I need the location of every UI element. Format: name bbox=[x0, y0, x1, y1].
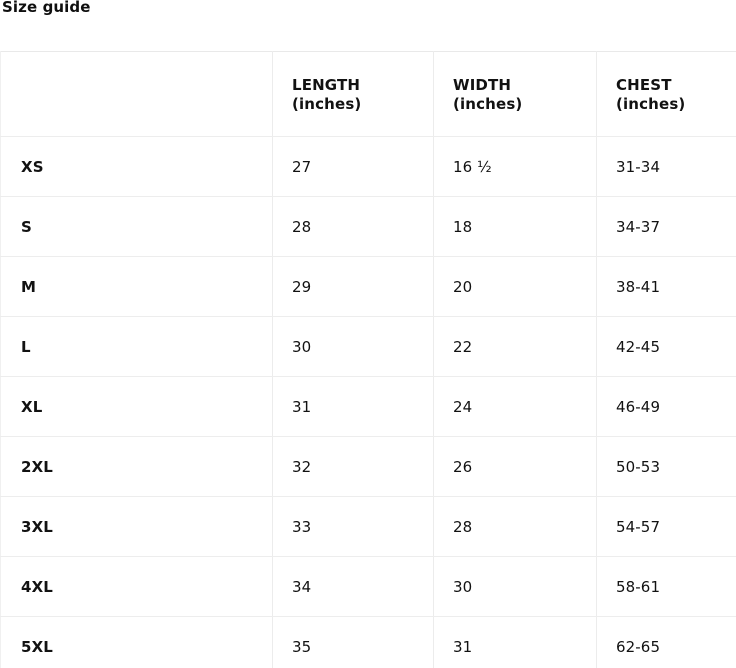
column-header-width: WIDTH (inches) bbox=[433, 51, 597, 137]
column-header-length: LENGTH (inches) bbox=[272, 51, 434, 137]
measurement-cell-width: 26 bbox=[433, 436, 597, 497]
measurement-cell-length: 33 bbox=[272, 496, 434, 557]
column-header-label-unit: (inches) bbox=[292, 94, 362, 113]
table-row: 2XL 32 26 50-53 bbox=[0, 436, 736, 497]
measurement-cell-width: 20 bbox=[433, 256, 597, 317]
measurement-cell-chest: 62-65 bbox=[596, 616, 736, 668]
size-label-cell: XL bbox=[0, 376, 273, 437]
column-header-chest: CHEST (inches) bbox=[596, 51, 736, 137]
measurement-cell-width: 16 ½ bbox=[433, 136, 597, 197]
measurement-cell-chest: 46-49 bbox=[596, 376, 736, 437]
measurement-cell-width: 18 bbox=[433, 196, 597, 257]
measurement-cell-width: 30 bbox=[433, 556, 597, 617]
measurement-cell-length: 29 bbox=[272, 256, 434, 317]
size-guide-table: LENGTH (inches) WIDTH (inches) CHEST (inches)… bbox=[0, 51, 736, 668]
table-row: 5XL 35 31 62-65 bbox=[0, 616, 736, 668]
measurement-cell-length: 34 bbox=[272, 556, 434, 617]
measurement-cell-width: 28 bbox=[433, 496, 597, 557]
size-label-cell: 4XL bbox=[0, 556, 273, 617]
measurement-cell-length: 32 bbox=[272, 436, 434, 497]
table-row: M 29 20 38-41 bbox=[0, 256, 736, 317]
measurement-cell-chest: 31-34 bbox=[596, 136, 736, 197]
column-header-size bbox=[0, 51, 273, 137]
size-label-cell: XS bbox=[0, 136, 273, 197]
measurement-cell-width: 22 bbox=[433, 316, 597, 377]
measurement-cell-length: 35 bbox=[272, 616, 434, 668]
measurement-cell-chest: 42-45 bbox=[596, 316, 736, 377]
measurement-cell-chest: 50-53 bbox=[596, 436, 736, 497]
column-header-label-unit: (inches) bbox=[616, 94, 686, 113]
size-guide-table-container: LENGTH (inches) WIDTH (inches) CHEST (inches)… bbox=[0, 51, 736, 668]
size-label-cell: M bbox=[0, 256, 273, 317]
size-label-cell: 5XL bbox=[0, 616, 273, 668]
page-title: Size guide bbox=[2, 0, 91, 16]
table-row: XL 31 24 46-49 bbox=[0, 376, 736, 437]
table-row: S 28 18 34-37 bbox=[0, 196, 736, 257]
column-header-label-primary: WIDTH bbox=[453, 75, 512, 94]
measurement-cell-length: 28 bbox=[272, 196, 434, 257]
table-row: L 30 22 42-45 bbox=[0, 316, 736, 377]
measurement-cell-chest: 58-61 bbox=[596, 556, 736, 617]
column-header-label-primary: LENGTH bbox=[292, 75, 361, 94]
table-row: 3XL 33 28 54-57 bbox=[0, 496, 736, 557]
measurement-cell-length: 27 bbox=[272, 136, 434, 197]
table-header: LENGTH (inches) WIDTH (inches) CHEST (inches) bbox=[0, 51, 736, 137]
size-label-cell: 2XL bbox=[0, 436, 273, 497]
column-header-label-unit: (inches) bbox=[453, 94, 523, 113]
measurement-cell-chest: 38-41 bbox=[596, 256, 736, 317]
measurement-cell-width: 24 bbox=[433, 376, 597, 437]
column-header-label-primary: CHEST bbox=[616, 75, 672, 94]
size-label-cell: L bbox=[0, 316, 273, 377]
table-body: XS 27 16 ½ 31-34 S 28 18 34-37 M 29 20 38-41 L 30 22 42… bbox=[0, 136, 736, 668]
measurement-cell-width: 31 bbox=[433, 616, 597, 668]
table-header-row: LENGTH (inches) WIDTH (inches) CHEST (inches) bbox=[0, 51, 736, 137]
size-label-cell: 3XL bbox=[0, 496, 273, 557]
table-row: 4XL 34 30 58-61 bbox=[0, 556, 736, 617]
measurement-cell-chest: 34-37 bbox=[596, 196, 736, 257]
measurement-cell-chest: 54-57 bbox=[596, 496, 736, 557]
measurement-cell-length: 31 bbox=[272, 376, 434, 437]
size-label-cell: S bbox=[0, 196, 273, 257]
measurement-cell-length: 30 bbox=[272, 316, 434, 377]
table-row: XS 27 16 ½ 31-34 bbox=[0, 136, 736, 197]
